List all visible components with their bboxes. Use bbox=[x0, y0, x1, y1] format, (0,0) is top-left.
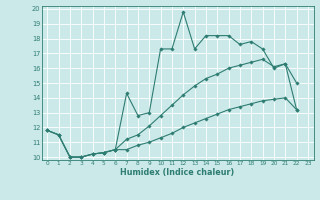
X-axis label: Humidex (Indice chaleur): Humidex (Indice chaleur) bbox=[120, 168, 235, 177]
